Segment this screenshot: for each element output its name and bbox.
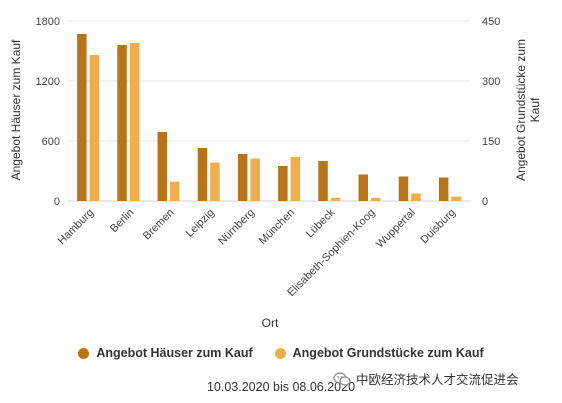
x-tick-label: Wuppertal (374, 207, 418, 251)
x-tick-label: Berlin (108, 207, 136, 235)
watermark-text: 中欧经济技术人才交流促进会 (356, 372, 519, 387)
bar-houses[interactable] (398, 176, 409, 202)
y-axis-right-ticks: 0 150 300 450 (482, 16, 500, 208)
y-left-tick-label: 1200 (36, 76, 60, 88)
y-right-tick-label: 150 (482, 136, 500, 148)
date-range-caption: 10.03.2020 bis 08.06.2020 (206, 380, 356, 394)
bar-houses[interactable] (318, 161, 328, 201)
wechat-icon (333, 371, 351, 386)
bar-houses[interactable] (278, 166, 288, 201)
bar-plots[interactable] (170, 181, 180, 201)
legend: Angebot Häuser zum Kauf Angebot Grundstü… (0, 346, 562, 360)
watermark: 中欧经济技术人才交流促进会 (333, 369, 519, 388)
y-axis-right-title-line2: Kauf (528, 97, 542, 122)
y-axis-left-title: Angebot Häuser zum Kauf (9, 39, 23, 180)
bar-plots[interactable] (89, 55, 100, 201)
bar-plots[interactable] (129, 43, 140, 201)
bar-plots[interactable] (210, 162, 220, 201)
y-axis-left-ticks: 0 600 1200 1800 (36, 16, 60, 208)
bar-plots[interactable] (451, 196, 461, 201)
legend-label-houses: Angebot Häuser zum Kauf (96, 346, 253, 360)
x-tick-label: Duisburg (418, 207, 458, 247)
y-right-tick-label: 450 (482, 16, 500, 28)
bar-houses[interactable] (157, 132, 168, 201)
bar-plots[interactable] (411, 193, 421, 201)
bar-plots[interactable] (371, 197, 381, 201)
bar-houses[interactable] (77, 34, 87, 201)
legend-item-plots[interactable]: Angebot Grundstücke zum Kauf (274, 346, 484, 360)
y-right-tick-label: 0 (482, 196, 488, 208)
bar-houses[interactable] (358, 174, 369, 202)
y-right-tick-label: 300 (482, 76, 500, 88)
x-tick-label: München (257, 207, 297, 247)
grid-lines (68, 20, 470, 202)
legend-item-houses[interactable]: Angebot Häuser zum Kauf (78, 346, 253, 360)
x-axis-title: Ort (262, 316, 279, 330)
legend-marker-plots (274, 347, 286, 359)
bar-houses[interactable] (197, 148, 208, 201)
y-axis-right-title-line1: Angebot Grundstücke zum (514, 39, 528, 181)
legend-label-plots: Angebot Grundstücke zum Kauf (292, 346, 484, 360)
bar-plots[interactable] (330, 197, 341, 201)
x-tick-label: Hamburg (56, 207, 96, 247)
y-left-tick-label: 600 (42, 136, 60, 148)
x-tick-label: Leipzig (184, 207, 217, 240)
bar-plots[interactable] (290, 157, 301, 201)
x-tick-label: Lübeck (304, 206, 338, 240)
y-left-tick-label: 0 (54, 196, 60, 208)
bar-chart: 0 600 1200 1800 0 150 300 450 Hamburg Berlin Bre… (9, 16, 542, 330)
y-left-tick-label: 1800 (36, 16, 60, 28)
bar-houses[interactable] (117, 45, 127, 201)
x-tick-label: Nürnberg (216, 207, 257, 248)
bar-plots[interactable] (250, 158, 260, 201)
bar-houses[interactable] (438, 177, 449, 202)
bars (77, 34, 461, 201)
x-axis-ticks: Hamburg Berlin Bremen Leipzig Nürnberg Münche… (56, 206, 458, 299)
bar-houses[interactable] (237, 154, 248, 201)
x-tick-label: Bremen (141, 207, 177, 243)
legend-marker-houses (78, 347, 90, 359)
